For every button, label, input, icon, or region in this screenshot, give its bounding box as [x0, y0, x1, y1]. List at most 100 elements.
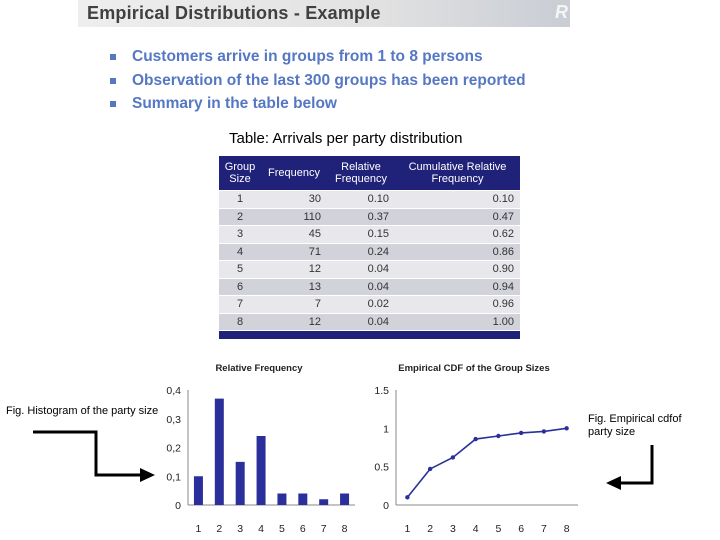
cell-cumulative-frequency: 1.00: [395, 312, 520, 331]
title-banner: Empirical Distributions - Example R: [78, 0, 570, 27]
cell-relative-frequency: 0.04: [327, 312, 395, 331]
cdf-point: [564, 426, 569, 431]
cell-group-size: 6: [219, 277, 261, 296]
header-cumulative-relative-frequency: Cumulative Relative Frequency: [395, 156, 520, 191]
cell-frequency: 12: [261, 312, 327, 331]
cell-frequency: 12: [261, 260, 327, 278]
histogram-title: Relative Frequency: [215, 363, 303, 374]
table-caption: Table: Arrivals per party distribution: [229, 130, 463, 147]
histogram-x-tick: 8: [342, 523, 348, 535]
table-row: 1 30 0.10 0.10: [219, 190, 520, 208]
histogram-y-tick: 0,4: [166, 385, 181, 397]
histogram-x-tick: 3: [237, 523, 243, 535]
cell-relative-frequency: 0.24: [327, 242, 395, 261]
table-row: 6 13 0.04 0.94: [219, 277, 520, 296]
histogram-annotation: Fig. Histogram of the party size: [6, 405, 159, 417]
cell-relative-frequency: 0.15: [327, 225, 395, 243]
bullet-icon: [110, 77, 116, 84]
cell-group-size: 3: [219, 225, 261, 243]
cell-group-size: 4: [219, 242, 261, 261]
cell-frequency: 110: [261, 207, 327, 226]
cdf-point: [541, 429, 547, 434]
cdf-series-line: [406, 427, 567, 498]
distribution-table: Group Size Frequency Relative Frequency …: [219, 156, 520, 339]
cell-group-size: 1: [219, 190, 261, 208]
histogram-y-tick: 0: [175, 500, 181, 512]
cdf-chart-title: Empirical CDF of the Group Sizes: [398, 363, 550, 374]
cdf-x-tick: 3: [450, 523, 456, 535]
bullet-icon: [110, 101, 116, 107]
cell-group-size: 5: [219, 260, 261, 278]
cell-cumulative-frequency: 0.47: [395, 207, 520, 226]
cdf-annotation: Fig. Empirical cdfof party size: [588, 413, 682, 438]
table-row: 2 110 0.37 0.47: [219, 207, 520, 226]
histogram-x-tick: 6: [300, 523, 306, 535]
cdf-point: [427, 466, 433, 472]
cell-cumulative-frequency: 0.62: [395, 225, 520, 243]
histogram-bar: [214, 398, 224, 505]
cell-relative-frequency: 0.37: [327, 207, 395, 226]
table-row: 8 12 0.04 1.00: [219, 312, 520, 331]
bullet-item: Summary in the table below: [108, 95, 526, 119]
cell-relative-frequency: 0.04: [327, 260, 395, 278]
cell-group-size: 2: [219, 207, 261, 226]
cdf-point: [405, 495, 410, 500]
cell-cumulative-frequency: 0.10: [395, 190, 520, 208]
cell-frequency: 71: [261, 242, 327, 261]
right-arrowhead-icon: [606, 476, 621, 490]
cell-group-size: 8: [219, 312, 261, 331]
table-row: 5 12 0.04 0.90: [219, 260, 520, 278]
cdf-point: [518, 430, 524, 436]
cell-cumulative-frequency: 0.96: [395, 295, 520, 313]
cell-relative-frequency: 0.02: [327, 295, 395, 313]
histogram-bar: [277, 493, 287, 505]
cell-relative-frequency: 0.04: [327, 277, 395, 296]
cdf-y-tick: 0: [383, 500, 389, 512]
table-header-row: Group Size Frequency Relative Frequency …: [219, 156, 520, 191]
cdf-x-tick: 4: [473, 523, 479, 535]
bullet-item: Observation of the last 300 groups has b…: [108, 72, 526, 96]
histogram-y-tick: 0,2: [166, 443, 181, 455]
logo: R: [555, 2, 568, 22]
bullet-list: Customers arrive in groups from 1 to 8 p…: [108, 48, 526, 119]
histogram-bar: [319, 499, 329, 505]
cell-cumulative-frequency: 0.90: [395, 260, 520, 278]
bullet-item: Customers arrive in groups from 1 to 8 p…: [108, 48, 526, 72]
cdf-x-tick: 7: [541, 523, 547, 535]
cdf-x-tick: 1: [404, 523, 410, 535]
cdf-point: [496, 433, 501, 439]
histogram-bar: [298, 493, 308, 505]
header-group-size: Group Size: [219, 156, 261, 191]
cdf-x-tick: 5: [495, 523, 501, 535]
cdf-y-tick: 0.5: [374, 462, 389, 474]
left-arrow-icon: [33, 430, 144, 477]
histogram-bar: [235, 461, 245, 505]
table-row: 3 45 0.15 0.62: [219, 225, 520, 243]
cell-cumulative-frequency: 0.94: [395, 277, 520, 296]
histogram-bar: [340, 493, 350, 505]
cell-frequency: 30: [261, 190, 327, 208]
cell-group-size: 7: [219, 295, 261, 313]
cdf-x-tick: 6: [518, 523, 524, 535]
cdf-point: [450, 455, 456, 460]
header-frequency: Frequency: [261, 156, 327, 191]
cell-frequency: 13: [261, 277, 327, 296]
table-footer-bar: [219, 330, 520, 339]
cell-cumulative-frequency: 0.86: [395, 242, 520, 261]
cell-frequency: 45: [261, 225, 327, 243]
histogram-x-tick: 5: [279, 523, 285, 535]
left-arrowhead-icon: [140, 468, 155, 482]
cdf-point: [473, 436, 478, 442]
histogram-y-tick: 0,1: [166, 471, 181, 483]
histogram-y-tick: 0,3: [166, 414, 181, 426]
bullet-icon: [110, 54, 116, 60]
cell-relative-frequency: 0.10: [327, 190, 395, 208]
histogram-bar: [256, 436, 266, 505]
histogram-x-tick: 2: [216, 523, 222, 535]
histogram-x-tick: 4: [258, 523, 264, 535]
table-row: 7 7 0.02 0.96: [219, 295, 520, 313]
histogram-x-tick: 7: [321, 523, 327, 535]
histogram-bar: [193, 476, 203, 505]
slide-title: Empirical Distributions - Example: [87, 3, 381, 23]
